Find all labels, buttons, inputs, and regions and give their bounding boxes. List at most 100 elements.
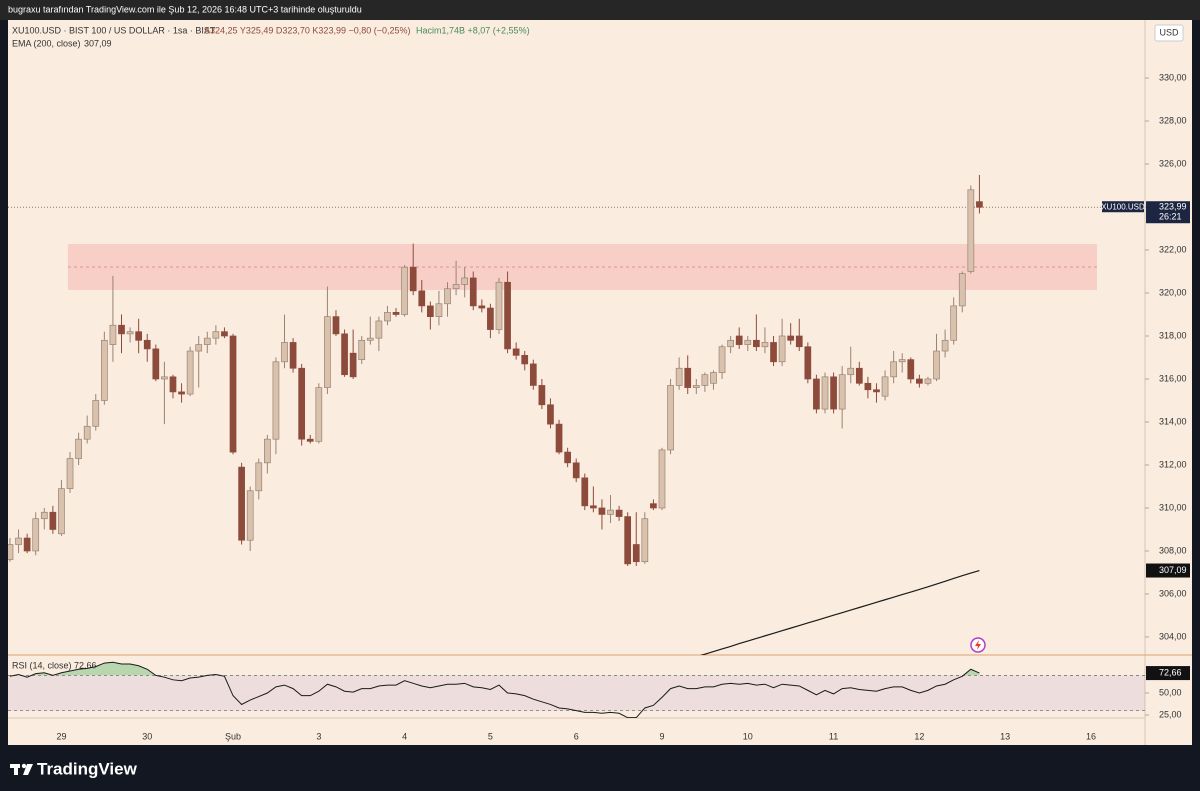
candle-body [529,363,537,386]
x-tick-label: 4 [402,731,407,741]
candle-body [315,387,323,442]
candle-body [787,335,795,341]
y-tick-label: 318,00 [1159,330,1187,340]
y-tick-label: 326,00 [1159,158,1187,168]
alert-bolt [975,640,981,650]
caption: bugraxu tarafından TradingView.com ile Ş… [8,4,362,14]
candle-body [487,307,494,330]
candle-body [590,505,597,509]
candle-body [675,367,683,386]
candle-body [452,284,460,290]
rsi-tick-label: 25,00 [1159,709,1182,719]
candle-body [135,331,143,341]
candle-body [941,339,949,352]
x-tick-label: 12 [914,731,924,741]
candle-body [890,361,897,378]
symbol-badge [1102,201,1144,213]
candle-body [744,339,752,345]
candle-body [435,303,443,317]
candle-body [667,385,674,451]
candle-body [504,281,511,350]
candle-body [384,311,391,322]
x-tick-label: 6 [574,731,579,741]
currency: USD [1159,27,1179,37]
candle-body [864,382,872,391]
candle-body [289,342,297,369]
y-tick-label: 310,00 [1159,502,1187,512]
top-bar [0,0,1200,20]
alert-icon[interactable] [970,637,986,653]
rsi-legend-name: RSI (14, close) [12,660,72,670]
currency-box[interactable] [1154,24,1184,42]
axes: 304,00 306,00 308,00 310,00 312,00 314,00 316,… [56,72,1190,741]
candle-body [281,342,288,363]
candle-body [718,346,726,373]
candle-body [950,305,958,341]
candle-body [632,544,640,563]
candle-body [263,438,271,464]
candle-body [358,339,366,360]
x-tick-label: Şub [225,731,241,741]
symbol-badge-text: XU100.USD [1101,202,1145,211]
x-tick-label: 11 [829,731,838,741]
candle-body [813,378,820,410]
x-tick-label: 16 [1086,731,1096,741]
candle-body [958,273,966,307]
candle-body [607,509,614,515]
rsi-line [9,661,980,718]
candle-body [8,544,14,560]
candle-body [564,451,571,464]
candle-body [392,311,400,315]
candle-body [581,477,589,507]
candle-body [624,516,632,565]
candle-body [547,404,554,425]
candle-body [727,339,734,348]
candle-body [761,342,769,348]
candle-body [907,359,915,380]
candle-body [847,367,855,376]
candle-body [169,376,177,393]
candle-body [444,288,451,305]
candle-body [238,466,245,541]
candle-body [650,503,657,509]
candle-body [75,438,82,459]
rsi-overbought-fill [9,662,980,676]
candle-body [478,305,486,309]
candle-body [272,361,280,440]
brand: TradingView [37,759,138,778]
candle-body [572,462,580,479]
candle-body [49,511,57,530]
candle-body [615,509,623,517]
rsi-legend-value: 72,66 [74,660,97,670]
zone [67,243,1097,290]
candle-body [778,335,786,363]
candle-body [933,350,940,380]
y-tick-label: 316,00 [1159,373,1187,383]
y-tick-label: 306,00 [1159,588,1187,598]
candle-body [40,511,48,520]
candle-body [916,378,923,384]
price-badge-text: 323,99 [1159,202,1187,212]
candle-body [461,277,469,285]
countdown-text: 26:21 [1159,212,1182,222]
y-tick-label: 328,00 [1159,115,1187,125]
candle-body [538,385,546,406]
ema-line [699,569,980,655]
ema-badge [1146,563,1190,578]
candle-body [641,518,649,563]
ema-legend-name: EMA (200, close) [12,38,81,48]
candle-body [692,385,700,388]
x-tick-label: 30 [142,731,152,741]
candle-body [298,367,306,440]
candle-body [306,438,314,442]
candle-body [100,339,108,401]
logo-dot [21,763,27,769]
ema-legend-value: 307,09 [84,38,112,48]
rsi-band [8,675,1145,711]
y-tick-label: 322,00 [1159,244,1187,254]
candle-body [212,331,220,339]
candle-body [924,378,932,384]
logo-stem [14,764,18,775]
candle-body [684,367,692,388]
candle-body [375,320,383,339]
